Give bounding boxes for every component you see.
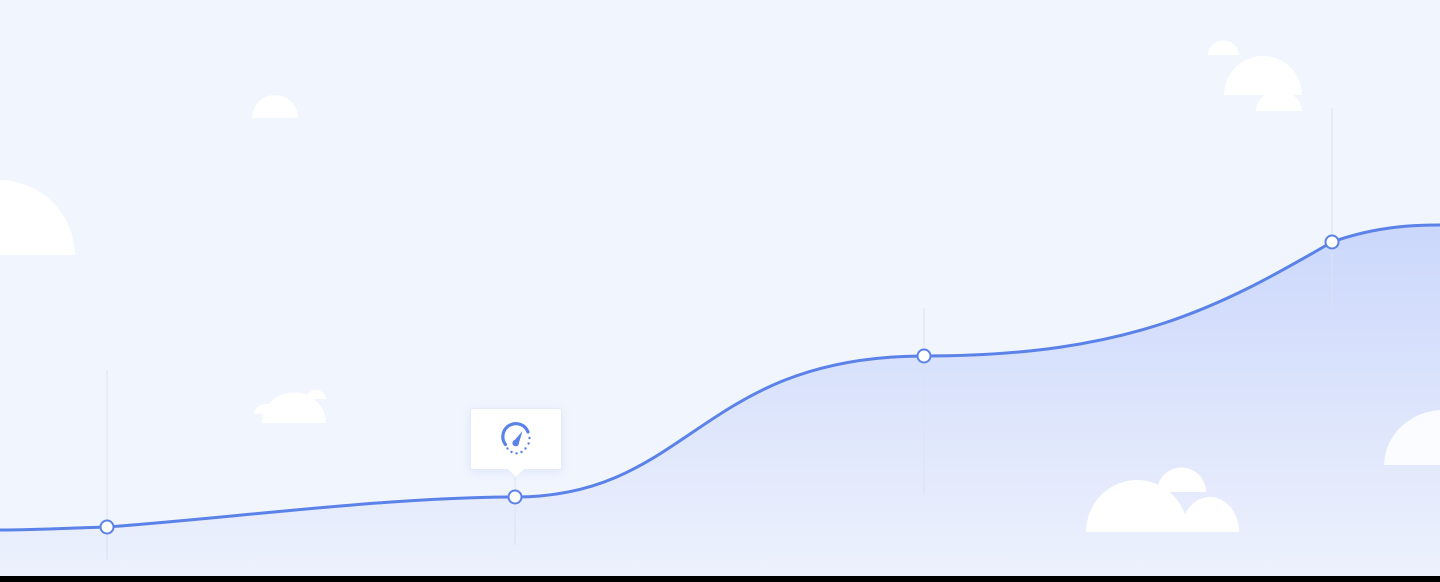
milestone-point[interactable] (99, 519, 115, 535)
milestone-points (99, 234, 1340, 535)
cloud (1208, 40, 1302, 111)
milestone-point[interactable] (916, 348, 932, 364)
cloud (252, 95, 298, 118)
milestone-point[interactable] (1324, 234, 1340, 250)
milestone-tooltip (470, 408, 562, 470)
milestone-point-active[interactable] (507, 489, 523, 505)
growth-curve-line (0, 223, 1440, 532)
growth-area-fill (0, 225, 1440, 576)
cloud (0, 180, 75, 255)
bottom-bar (0, 576, 1440, 582)
cloud (1384, 410, 1440, 465)
clouds (0, 40, 1440, 532)
cloud (254, 390, 326, 423)
speedometer-icon (501, 422, 531, 455)
cloud (1086, 467, 1239, 532)
